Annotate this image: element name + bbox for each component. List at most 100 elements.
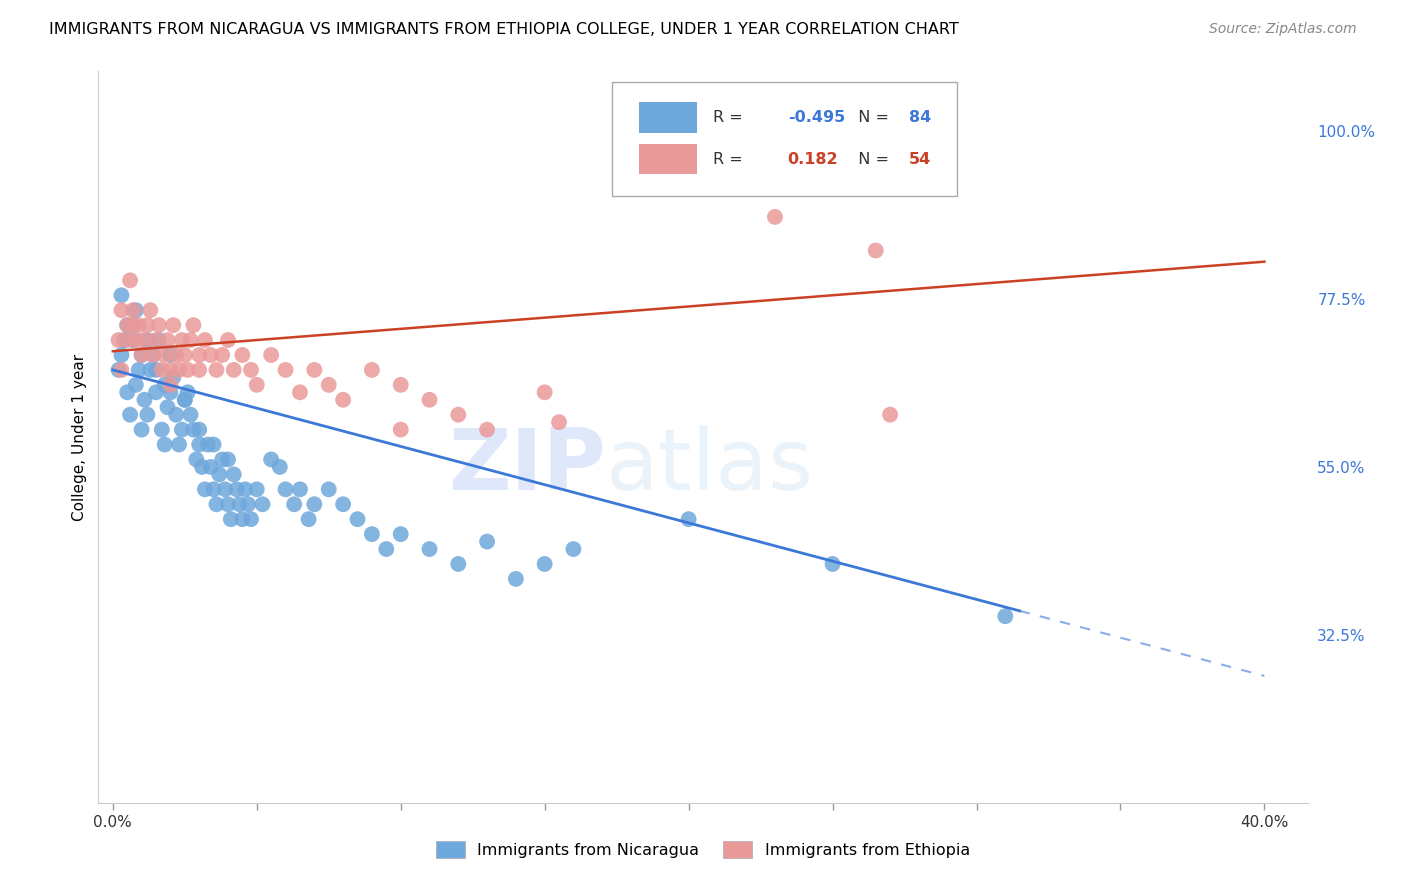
Point [202, 437, 225, 451]
Point [865, 244, 887, 258]
Point [120, 273, 142, 287]
Point [150, 423, 173, 437]
Text: atlas: atlas [606, 425, 814, 508]
Point [389, 527, 412, 541]
Point [115, 318, 138, 332]
Point [288, 483, 311, 497]
Point [125, 377, 148, 392]
Point [159, 363, 181, 377]
Point [418, 542, 440, 557]
Point [533, 557, 555, 571]
Text: N =: N = [848, 152, 894, 167]
Point [110, 288, 132, 302]
FancyBboxPatch shape [638, 144, 697, 175]
Point [222, 467, 245, 482]
Point [274, 483, 297, 497]
Text: IMMIGRANTS FROM NICARAGUA VS IMMIGRANTS FROM ETHIOPIA COLLEGE, UNDER 1 YEAR CORR: IMMIGRANTS FROM NICARAGUA VS IMMIGRANTS … [49, 22, 959, 37]
Point [139, 363, 162, 377]
Point [205, 363, 228, 377]
Point [128, 318, 150, 332]
Point [167, 437, 190, 451]
Point [110, 348, 132, 362]
Point [228, 497, 250, 511]
Point [548, 415, 571, 429]
Point [183, 423, 205, 437]
Point [219, 512, 242, 526]
Point [211, 452, 233, 467]
Point [475, 534, 498, 549]
Point [170, 333, 193, 347]
Point [134, 392, 156, 407]
Point [225, 483, 247, 497]
Text: 0.182: 0.182 [787, 152, 838, 167]
Point [246, 483, 269, 497]
Text: -0.495: -0.495 [787, 110, 845, 125]
Point [211, 348, 233, 362]
Point [217, 497, 239, 511]
Point [120, 408, 142, 422]
Point [145, 385, 167, 400]
Point [122, 303, 145, 318]
Point [186, 452, 208, 467]
Point [110, 303, 132, 318]
Point [200, 459, 222, 474]
Point [153, 348, 176, 362]
Point [159, 348, 181, 362]
Point [821, 557, 844, 571]
Point [188, 437, 211, 451]
Point [240, 512, 263, 526]
Point [260, 452, 283, 467]
Point [176, 363, 198, 377]
Point [180, 408, 202, 422]
Point [194, 333, 217, 347]
Point [150, 363, 173, 377]
Point [167, 363, 190, 377]
Text: ZIP: ZIP [449, 425, 606, 508]
Point [447, 557, 470, 571]
Legend: Immigrants from Nicaragua, Immigrants from Ethiopia: Immigrants from Nicaragua, Immigrants fr… [429, 835, 977, 864]
Point [678, 512, 700, 526]
Point [260, 348, 283, 362]
Point [131, 348, 153, 362]
Point [122, 318, 145, 332]
FancyBboxPatch shape [613, 82, 957, 195]
Point [153, 377, 176, 392]
Point [128, 363, 150, 377]
Point [191, 459, 214, 474]
Point [183, 318, 205, 332]
Point [332, 497, 354, 511]
Point [246, 377, 269, 392]
Point [318, 377, 340, 392]
Point [252, 497, 274, 511]
Point [533, 385, 555, 400]
Point [110, 363, 132, 377]
Text: R =: R = [713, 152, 752, 167]
Point [112, 333, 135, 347]
Point [332, 392, 354, 407]
Point [156, 333, 179, 347]
Y-axis label: College, Under 1 year: College, Under 1 year [72, 353, 87, 521]
Point [136, 333, 159, 347]
Point [165, 408, 187, 422]
Point [107, 333, 129, 347]
Point [142, 348, 165, 362]
Point [346, 512, 368, 526]
Point [475, 423, 498, 437]
Text: Source: ZipAtlas.com: Source: ZipAtlas.com [1209, 22, 1357, 37]
Point [180, 333, 202, 347]
Point [288, 385, 311, 400]
Text: R =: R = [713, 110, 748, 125]
Point [562, 542, 585, 557]
Point [375, 542, 398, 557]
Point [297, 512, 319, 526]
Point [145, 363, 167, 377]
Point [505, 572, 527, 586]
Point [202, 483, 225, 497]
FancyBboxPatch shape [638, 102, 697, 133]
Point [188, 348, 211, 362]
Point [217, 333, 239, 347]
Point [156, 401, 179, 415]
Point [274, 363, 297, 377]
Point [173, 348, 195, 362]
Point [418, 392, 440, 407]
